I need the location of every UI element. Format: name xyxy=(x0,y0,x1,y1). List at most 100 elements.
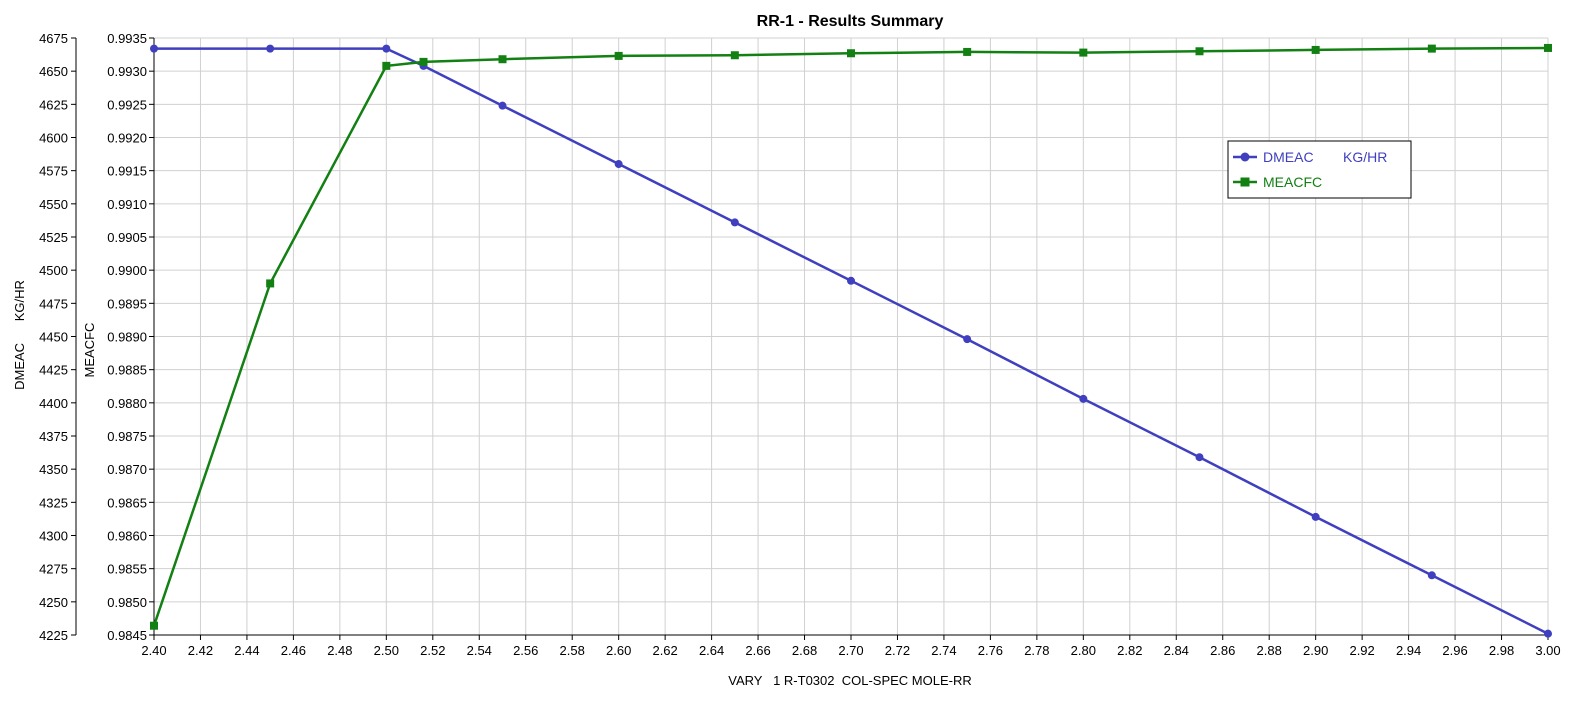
data-point-meacfc xyxy=(1311,45,1320,54)
data-point-dmeac xyxy=(266,44,275,53)
data-point-dmeac xyxy=(1427,571,1436,580)
x-tick-label: 2.46 xyxy=(281,643,306,658)
data-point-meacfc xyxy=(498,55,507,64)
y2-tick-label: 0.9865 xyxy=(107,495,147,510)
series-lines xyxy=(150,43,1552,638)
legend-dmeac-label: DMEAC xyxy=(1263,149,1314,165)
y1-tick-label: 4225 xyxy=(39,628,68,643)
legend-dmeac-marker xyxy=(1240,152,1250,162)
x-tick-label: 2.62 xyxy=(652,643,677,658)
y2-tick-label: 0.9880 xyxy=(107,396,147,411)
y1-tick-label: 4350 xyxy=(39,462,68,477)
data-point-dmeac xyxy=(1311,512,1320,521)
x-tick-label: 2.58 xyxy=(560,643,585,658)
y2-tick-label: 0.9905 xyxy=(107,230,147,245)
y1-tick-label: 4525 xyxy=(39,230,68,245)
y2-tick-label: 0.9855 xyxy=(107,562,147,577)
legend-meacfc-label: MEACFC xyxy=(1263,174,1322,190)
data-point-dmeac xyxy=(1195,453,1204,462)
data-point-dmeac xyxy=(730,218,739,227)
x-tick-label: 2.42 xyxy=(188,643,213,658)
x-tick-label: 2.64 xyxy=(699,643,724,658)
x-tick-label: 2.92 xyxy=(1349,643,1374,658)
data-point-meacfc xyxy=(266,279,275,288)
data-point-dmeac xyxy=(1544,629,1552,638)
data-point-dmeac xyxy=(498,101,507,110)
data-point-dmeac xyxy=(1079,394,1088,403)
y2-tick-label: 0.9915 xyxy=(107,164,147,179)
x-tick-label: 2.44 xyxy=(234,643,259,658)
y2-tick-label: 0.9930 xyxy=(107,64,147,79)
series-line-meacfc xyxy=(152,46,1549,627)
data-point-dmeac xyxy=(614,160,623,169)
tick-labels: 2.40 2.42 2.44 2.46 2.48 2.50 2.52 2.54 2.56 2.58… xyxy=(39,31,1561,658)
y2-tick-label: 0.9850 xyxy=(107,595,147,610)
y1-tick-label: 4575 xyxy=(39,164,68,179)
x-tick-label: 2.66 xyxy=(745,643,770,658)
x-tick-label: 2.52 xyxy=(420,643,445,658)
y1-tick-label: 4300 xyxy=(39,529,68,544)
data-point-meacfc xyxy=(1079,48,1088,57)
y1-tick-label: 4600 xyxy=(39,131,68,146)
data-point-meacfc xyxy=(963,47,972,56)
y2-tick-label: 0.9895 xyxy=(107,296,147,311)
y1-tick-label: 4275 xyxy=(39,562,68,577)
x-tick-label: 2.48 xyxy=(327,643,352,658)
x-tick-label: 2.96 xyxy=(1442,643,1467,658)
y1-tick-label: 4625 xyxy=(39,97,68,112)
x-tick-label: 2.60 xyxy=(606,643,631,658)
data-point-meacfc xyxy=(730,51,739,60)
y1-tick-label: 4400 xyxy=(39,396,68,411)
y2-tick-label: 0.9845 xyxy=(107,628,147,643)
y2-tick-label: 0.9875 xyxy=(107,429,147,444)
grid xyxy=(153,37,1549,636)
x-tick-label: 2.54 xyxy=(467,643,492,658)
legend-box xyxy=(1227,140,1412,199)
y2-tick-label: 0.9935 xyxy=(107,31,147,46)
y1-tick-label: 4475 xyxy=(39,296,68,311)
data-point-meacfc xyxy=(150,621,158,630)
data-point-meacfc xyxy=(419,57,428,66)
y1-tick-label: 4675 xyxy=(39,31,68,46)
y2-tick-label: 0.9910 xyxy=(107,197,147,212)
x-tick-label: 2.72 xyxy=(885,643,910,658)
series-line-dmeac xyxy=(154,47,1549,635)
y-axis-label-left: DMEAC KG/HR xyxy=(12,280,27,390)
y2-tick-label: 0.9925 xyxy=(107,97,147,112)
data-point-meacfc xyxy=(847,49,855,58)
data-point-meacfc xyxy=(614,51,623,60)
x-tick-label: 2.84 xyxy=(1164,643,1189,658)
x-tick-label: 2.98 xyxy=(1489,643,1514,658)
legend-dmeac-unit: KG/HR xyxy=(1343,149,1387,165)
y2-tick-label: 0.9920 xyxy=(107,131,147,146)
x-tick-label: 2.50 xyxy=(374,643,399,658)
y1-tick-label: 4425 xyxy=(39,363,68,378)
x-tick-label: 3.00 xyxy=(1535,643,1560,658)
data-point-meacfc xyxy=(382,61,391,70)
y1-tick-label: 4250 xyxy=(39,595,68,610)
y2-tick-label: 0.9900 xyxy=(107,263,147,278)
data-point-dmeac xyxy=(150,44,158,53)
x-tick-label: 2.94 xyxy=(1396,643,1421,658)
data-point-meacfc xyxy=(1427,44,1436,53)
y2-tick-label: 0.9885 xyxy=(107,363,147,378)
x-tick-label: 2.68 xyxy=(792,643,817,658)
x-tick-label: 2.90 xyxy=(1303,643,1328,658)
y1-tick-label: 4650 xyxy=(39,64,68,79)
x-tick-label: 2.82 xyxy=(1117,643,1142,658)
y2-tick-label: 0.9860 xyxy=(107,529,147,544)
x-tick-label: 2.56 xyxy=(513,643,538,658)
chart-title: RR-1 - Results Summary xyxy=(757,13,944,30)
x-axis-label: VARY 1 R-T0302 COL-SPEC MOLE-RR xyxy=(728,673,971,688)
y-axis-label-left2: MEACFC xyxy=(82,323,97,378)
data-point-dmeac xyxy=(847,276,855,285)
y1-tick-label: 4550 xyxy=(39,197,68,212)
x-tick-label: 2.40 xyxy=(141,643,166,658)
data-point-dmeac xyxy=(963,335,972,344)
x-tick-label: 2.70 xyxy=(838,643,863,658)
x-tick-label: 2.86 xyxy=(1210,643,1235,658)
y2-tick-label: 0.9890 xyxy=(107,330,147,345)
data-point-meacfc xyxy=(1195,47,1204,56)
legend-meacfc-marker xyxy=(1240,177,1250,187)
